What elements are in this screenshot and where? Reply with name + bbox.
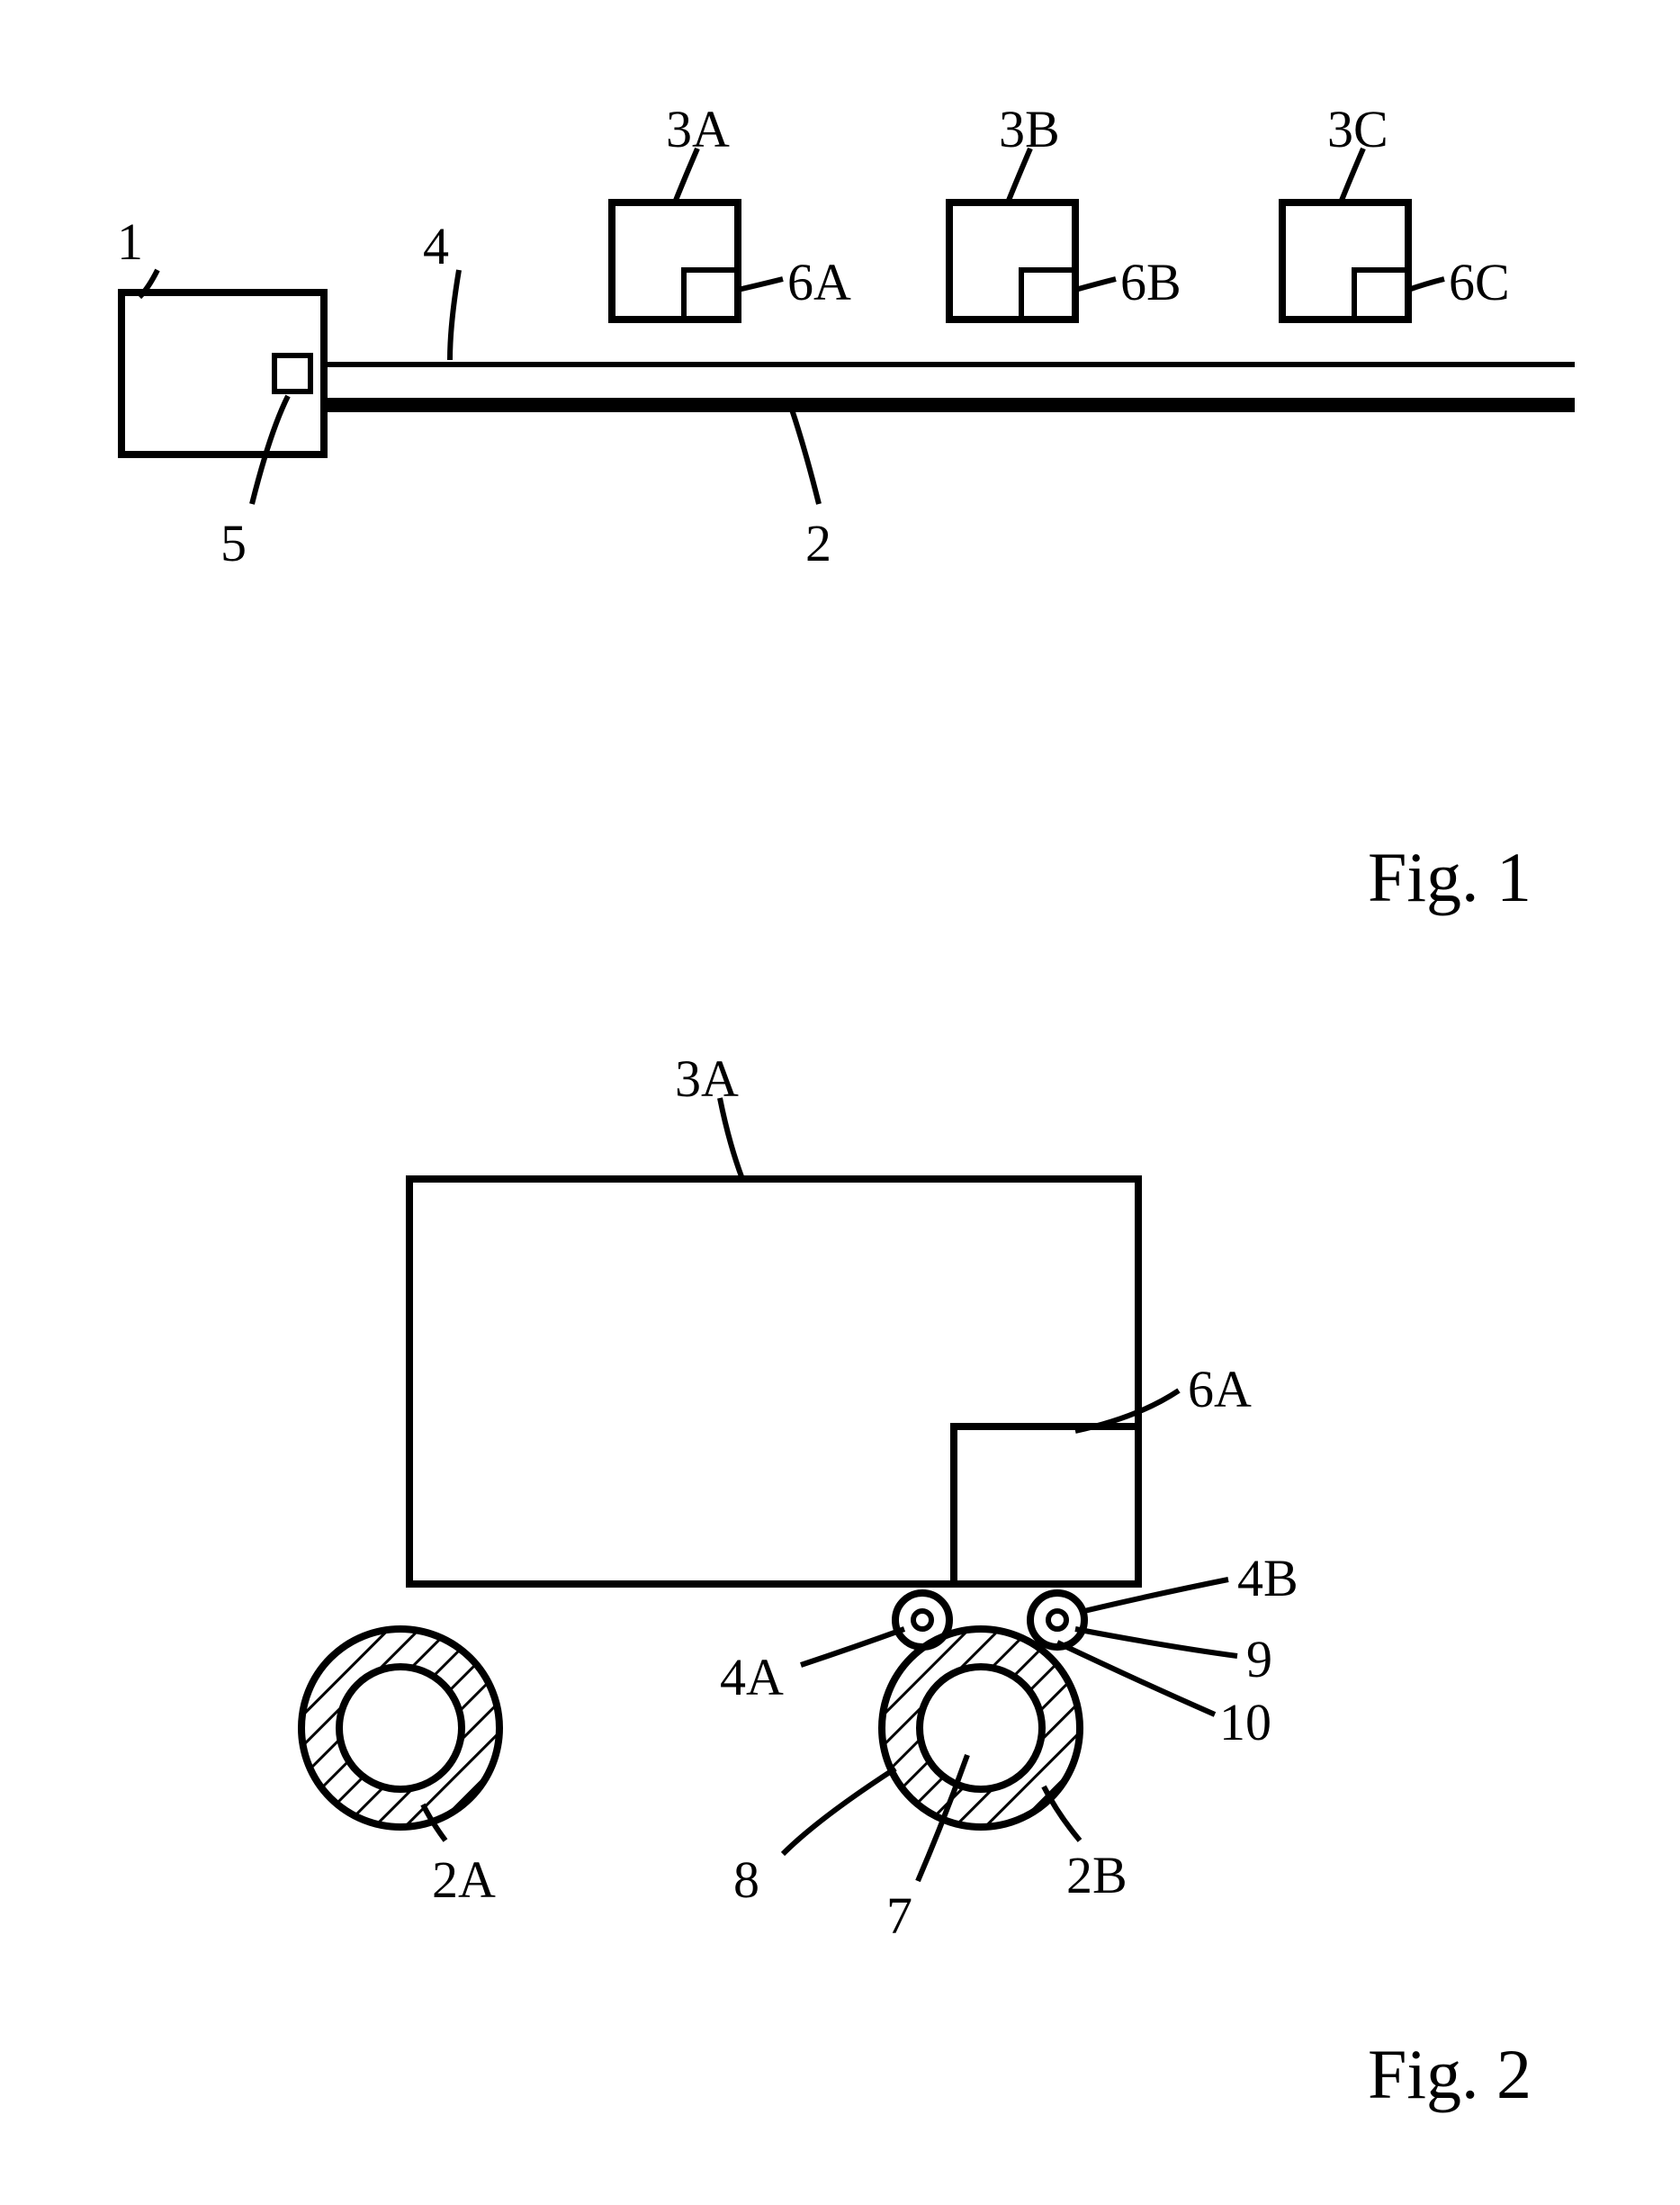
label-f2-4a: 4A	[720, 1647, 784, 1707]
label-f2-3a: 3A	[675, 1048, 739, 1109]
label-f2-10: 10	[1219, 1692, 1271, 1752]
label-f2-2b: 2B	[1066, 1845, 1127, 1905]
fig1-caption: Fig. 1	[1368, 837, 1532, 918]
label-6a: 6A	[787, 252, 851, 312]
technical-drawing	[0, 0, 1680, 2205]
label-3c: 3C	[1327, 99, 1388, 159]
label-3a: 3A	[666, 99, 730, 159]
label-f2-8: 8	[733, 1850, 759, 1910]
label-5: 5	[220, 513, 247, 573]
label-f2-2a: 2A	[432, 1850, 496, 1910]
label-3b: 3B	[999, 99, 1060, 159]
label-4: 4	[423, 216, 449, 276]
label-2: 2	[805, 513, 831, 573]
fig2-caption: Fig. 2	[1368, 2034, 1532, 2115]
label-f2-4b: 4B	[1237, 1548, 1298, 1608]
label-f2-9: 9	[1246, 1629, 1272, 1689]
label-6b: 6B	[1120, 252, 1181, 312]
label-1: 1	[117, 212, 143, 272]
label-6c: 6C	[1449, 252, 1510, 312]
label-f2-7: 7	[886, 1886, 912, 1946]
label-f2-6a: 6A	[1188, 1359, 1252, 1419]
